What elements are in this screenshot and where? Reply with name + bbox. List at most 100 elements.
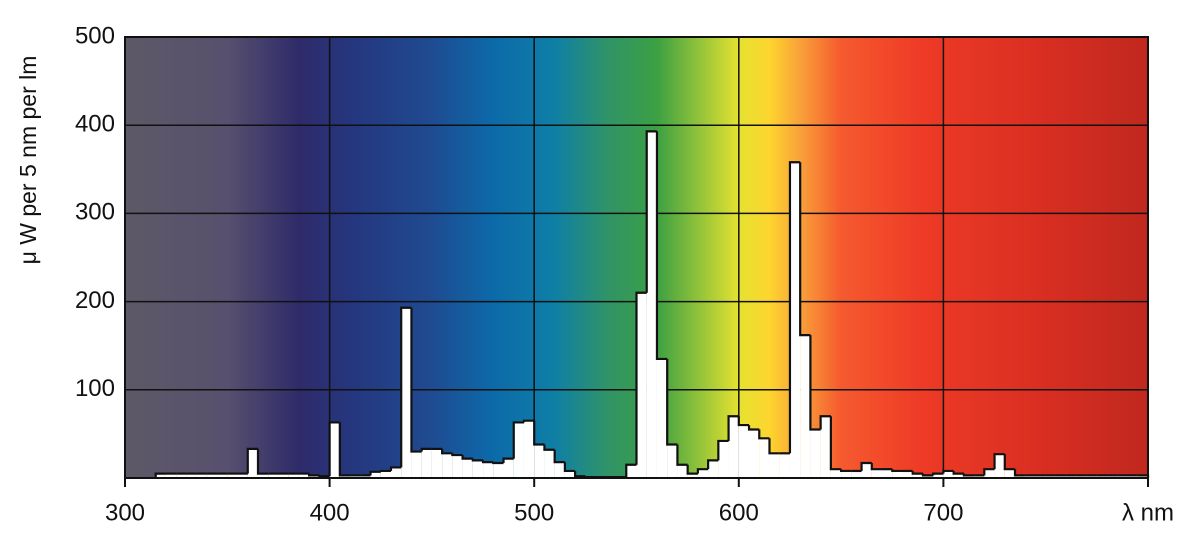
spectrum bbox=[154, 130, 1150, 479]
bar bbox=[268, 473, 279, 478]
bar bbox=[472, 460, 484, 478]
bar bbox=[534, 444, 545, 478]
bar bbox=[1107, 475, 1118, 478]
x-tick-label: λ nm bbox=[1122, 499, 1174, 526]
bar bbox=[360, 475, 371, 478]
bar bbox=[1096, 475, 1108, 478]
step-edge bbox=[522, 419, 535, 423]
bar bbox=[830, 469, 842, 478]
bar bbox=[278, 473, 289, 478]
step-edge bbox=[768, 438, 780, 455]
step-edge bbox=[471, 458, 484, 462]
step-edge bbox=[921, 473, 934, 477]
bar bbox=[861, 463, 872, 478]
bar bbox=[503, 458, 514, 478]
plot-frame bbox=[124, 36, 1149, 479]
bar bbox=[155, 473, 166, 478]
step-edge bbox=[451, 453, 463, 457]
bar bbox=[390, 467, 402, 478]
step-edge bbox=[1003, 454, 1016, 471]
bar bbox=[994, 454, 1005, 478]
step-edge bbox=[676, 444, 688, 466]
bar bbox=[247, 448, 258, 478]
step-edge bbox=[655, 131, 668, 361]
step-edge bbox=[829, 416, 842, 471]
step-edge bbox=[584, 476, 596, 479]
step-edge bbox=[737, 416, 750, 427]
bar bbox=[841, 470, 852, 478]
step-edge bbox=[840, 469, 852, 473]
step-edge bbox=[799, 162, 811, 337]
bar bbox=[329, 422, 340, 478]
bar bbox=[1025, 475, 1036, 478]
bar bbox=[483, 462, 494, 478]
step-edge bbox=[952, 470, 964, 475]
bar bbox=[1035, 475, 1046, 478]
step-edge bbox=[962, 473, 975, 477]
step-edge bbox=[819, 415, 831, 430]
bar bbox=[1137, 475, 1148, 478]
x-tick-label: 400 bbox=[310, 499, 350, 526]
bar bbox=[749, 429, 760, 478]
step-edge bbox=[318, 475, 330, 478]
bar bbox=[165, 473, 177, 478]
bar bbox=[697, 469, 709, 478]
step-edge bbox=[481, 460, 494, 464]
step-edge bbox=[625, 463, 637, 478]
step-edge bbox=[563, 462, 576, 473]
bar bbox=[237, 473, 248, 478]
bar bbox=[769, 453, 780, 478]
bar bbox=[421, 448, 432, 478]
bar bbox=[1045, 475, 1056, 478]
bar bbox=[1086, 475, 1097, 478]
bar bbox=[401, 307, 412, 478]
step-edge bbox=[502, 457, 514, 464]
bar bbox=[646, 131, 657, 478]
step-edge bbox=[870, 463, 883, 471]
step-edge bbox=[543, 444, 555, 451]
y-tick-label: 300 bbox=[75, 199, 115, 226]
step-edge bbox=[400, 306, 412, 468]
step-edge bbox=[379, 469, 391, 473]
bar bbox=[656, 358, 668, 478]
step-edge bbox=[246, 447, 258, 474]
bar bbox=[196, 473, 207, 478]
bar bbox=[933, 473, 944, 478]
bar bbox=[564, 470, 576, 478]
bar bbox=[227, 473, 238, 478]
step-edge bbox=[492, 461, 504, 465]
bar bbox=[851, 470, 862, 478]
bar bbox=[523, 420, 535, 478]
step-edge bbox=[553, 449, 565, 464]
bar bbox=[963, 475, 975, 478]
bar bbox=[892, 470, 903, 478]
step-edge bbox=[441, 448, 453, 455]
bar bbox=[708, 460, 719, 478]
bar bbox=[186, 473, 197, 478]
step-edge bbox=[891, 469, 903, 473]
bar bbox=[718, 440, 729, 478]
step-edge bbox=[809, 335, 821, 431]
bar bbox=[984, 469, 995, 478]
bar bbox=[544, 449, 555, 478]
step-edge bbox=[983, 468, 995, 476]
bar bbox=[380, 470, 391, 478]
step-edge bbox=[686, 464, 698, 475]
bar bbox=[1076, 475, 1087, 478]
bar bbox=[554, 462, 565, 478]
bar bbox=[350, 475, 361, 478]
bar bbox=[902, 470, 913, 478]
bar bbox=[1055, 475, 1067, 478]
bar bbox=[1117, 475, 1128, 478]
bar bbox=[1015, 475, 1026, 478]
bar bbox=[820, 416, 831, 478]
step-edge bbox=[635, 291, 647, 465]
bar bbox=[1066, 475, 1077, 478]
bar bbox=[309, 475, 320, 478]
bar bbox=[298, 473, 310, 478]
bar bbox=[513, 422, 524, 478]
y-tick-label: 500 bbox=[75, 22, 115, 49]
step-edge bbox=[942, 469, 954, 474]
step-edge bbox=[645, 130, 657, 293]
